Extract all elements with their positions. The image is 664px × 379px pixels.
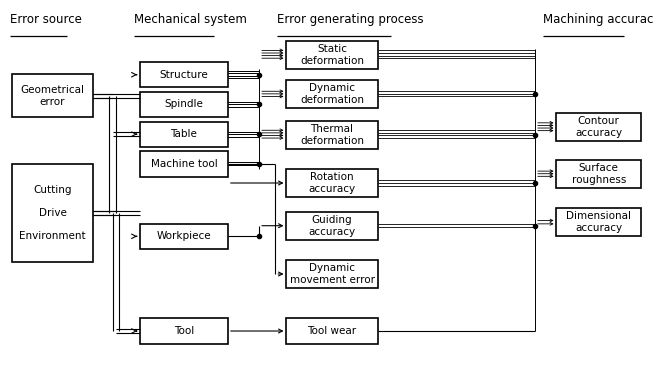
Text: Dimensional
accuracy: Dimensional accuracy: [566, 211, 631, 233]
Text: Geometrical
error: Geometrical error: [21, 85, 84, 106]
Bar: [12, 74, 93, 117]
Text: Table: Table: [171, 129, 197, 139]
Text: Tool: Tool: [174, 326, 194, 336]
Bar: [140, 122, 228, 147]
Bar: [286, 41, 378, 69]
Text: Static
deformation: Static deformation: [300, 44, 364, 66]
Bar: [286, 80, 378, 108]
Bar: [556, 208, 641, 236]
Text: Structure: Structure: [159, 70, 208, 80]
Text: Workpiece: Workpiece: [157, 231, 211, 241]
Bar: [556, 113, 641, 141]
Bar: [286, 260, 378, 288]
Text: Surface
roughness: Surface roughness: [572, 163, 626, 185]
Bar: [286, 318, 378, 344]
Text: Dynamic
movement error: Dynamic movement error: [290, 263, 374, 285]
Bar: [286, 169, 378, 197]
Text: Error source: Error source: [10, 13, 82, 26]
Text: Mechanical system: Mechanical system: [133, 13, 246, 26]
Bar: [286, 121, 378, 149]
Text: Rotation
accuracy: Rotation accuracy: [309, 172, 355, 194]
Bar: [140, 62, 228, 88]
Bar: [140, 151, 228, 177]
Bar: [556, 160, 641, 188]
Bar: [140, 92, 228, 117]
Text: Machining accurac: Machining accurac: [543, 13, 654, 26]
Text: Dynamic
deformation: Dynamic deformation: [300, 83, 364, 105]
Bar: [286, 212, 378, 240]
Text: Thermal
deformation: Thermal deformation: [300, 124, 364, 146]
Text: Machine tool: Machine tool: [151, 159, 217, 169]
Text: Cutting

Drive

Environment: Cutting Drive Environment: [19, 185, 86, 241]
Text: Guiding
accuracy: Guiding accuracy: [309, 215, 355, 236]
Bar: [140, 318, 228, 344]
Text: Spindle: Spindle: [165, 99, 203, 110]
Text: Error generating process: Error generating process: [277, 13, 424, 26]
Bar: [140, 224, 228, 249]
Bar: [12, 163, 93, 262]
Text: Contour
accuracy: Contour accuracy: [575, 116, 622, 138]
Text: Tool wear: Tool wear: [307, 326, 357, 336]
